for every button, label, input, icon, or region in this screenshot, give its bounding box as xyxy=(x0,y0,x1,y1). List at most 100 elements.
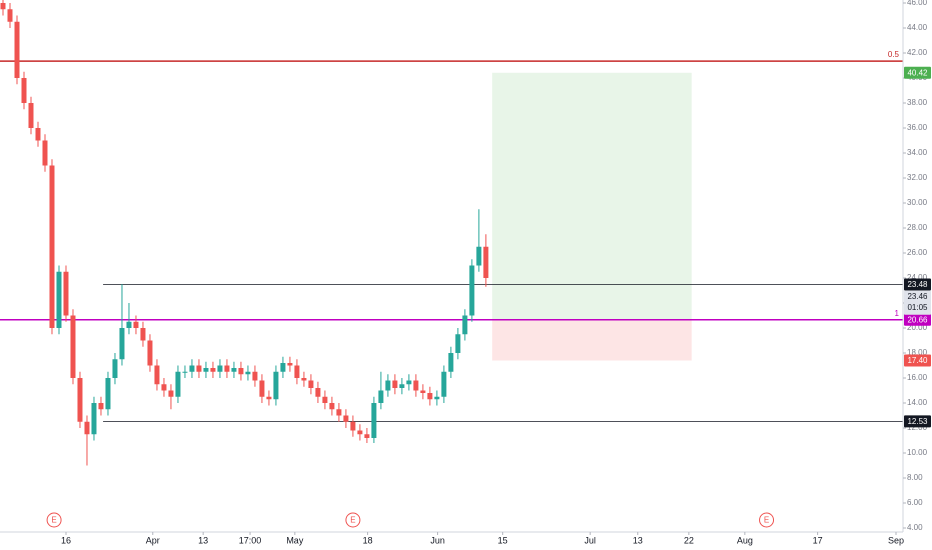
x-tick-label: Jun xyxy=(430,535,445,545)
candle-body xyxy=(455,334,461,353)
candle-body xyxy=(259,380,265,397)
y-tick-label: 24.00 xyxy=(907,273,928,282)
y-tick-label: 32.00 xyxy=(907,173,928,182)
x-tick-label: 17:00 xyxy=(239,535,262,545)
price-label-bg xyxy=(904,313,931,326)
earnings-marker xyxy=(759,512,775,528)
candle-body xyxy=(182,371,188,373)
candle-body xyxy=(42,140,48,166)
candle-body xyxy=(413,380,419,391)
candle-body xyxy=(434,396,440,400)
stop-zone xyxy=(492,319,692,361)
price-label-bg xyxy=(904,415,931,428)
x-tick-label: Jul xyxy=(584,535,596,545)
x-tick-label: 15 xyxy=(498,535,508,545)
candle-body xyxy=(308,380,314,388)
y-tick-label: 8.00 xyxy=(907,473,923,482)
candle-body xyxy=(266,396,272,400)
candle-body xyxy=(427,393,433,400)
y-tick-label: 44.00 xyxy=(907,23,928,32)
y-tick-label: 36.00 xyxy=(907,123,928,132)
price-label: 40.42 xyxy=(907,68,928,77)
x-tick-label: 13 xyxy=(198,535,208,545)
candle-body xyxy=(7,9,13,22)
y-tick-label: 38.00 xyxy=(907,98,928,107)
candle-body xyxy=(203,368,209,372)
candle-body xyxy=(469,265,475,316)
candle-body xyxy=(77,378,83,422)
candle-body xyxy=(329,403,335,410)
earnings-label: E xyxy=(764,516,769,525)
level-label: 0.5 xyxy=(888,50,900,59)
x-tick-label: Sep xyxy=(888,535,904,545)
candle-body xyxy=(140,328,146,341)
x-tick-label: May xyxy=(286,535,304,545)
price-label-bg xyxy=(904,354,931,367)
candle-body xyxy=(476,246,482,266)
candle-body xyxy=(378,390,384,403)
candle-body xyxy=(315,388,321,397)
candle-body xyxy=(14,21,20,78)
candle-body xyxy=(238,368,244,375)
candle-body xyxy=(98,403,104,410)
candle-body xyxy=(175,371,181,397)
candle-body xyxy=(448,353,454,372)
y-tick-label: 26.00 xyxy=(907,248,928,257)
x-tick-label: 18 xyxy=(363,535,373,545)
y-tick-label: 42.00 xyxy=(907,48,928,57)
countdown-label: 01:05 xyxy=(907,303,928,312)
x-tick-label: 17 xyxy=(813,535,823,545)
y-tick-label: 20.00 xyxy=(907,323,928,332)
price-label: 23.48 xyxy=(907,280,928,289)
candle-body xyxy=(322,396,328,403)
candle-body xyxy=(56,271,62,328)
price-label-bg xyxy=(904,278,931,291)
x-tick-label: 13 xyxy=(633,535,643,545)
candle-body xyxy=(280,363,286,372)
candle-body xyxy=(49,165,55,328)
candle-body xyxy=(385,380,391,391)
candle-body xyxy=(357,430,363,435)
candle-body xyxy=(119,328,125,360)
candle-body xyxy=(196,365,202,372)
candle-body xyxy=(84,421,90,435)
candle-body xyxy=(399,384,405,388)
candle-body xyxy=(189,365,195,372)
candle-body xyxy=(35,128,41,141)
y-tick-label: 30.00 xyxy=(907,198,928,207)
candle-body xyxy=(105,378,111,410)
y-tick-label: 6.00 xyxy=(907,498,923,507)
y-tick-label: 14.00 xyxy=(907,398,928,407)
candle-body xyxy=(21,78,27,103)
candle-body xyxy=(252,371,258,381)
candle-body xyxy=(217,365,223,372)
candle-body xyxy=(392,380,398,388)
candle-body xyxy=(133,321,139,328)
y-tick-label: 18.00 xyxy=(907,348,928,357)
y-tick-label: 10.00 xyxy=(907,448,928,457)
y-tick-label: 46.00 xyxy=(907,0,928,7)
candle-body xyxy=(420,390,426,393)
x-tick-label: Aug xyxy=(737,535,753,545)
candle-body xyxy=(224,365,230,372)
candle-body xyxy=(126,321,132,328)
x-tick-label: Apr xyxy=(146,535,160,545)
candle-body xyxy=(301,378,307,381)
price-label-bg xyxy=(904,66,931,79)
candle-body xyxy=(161,384,167,391)
candle-body xyxy=(273,371,279,400)
price-label: 12.53 xyxy=(907,417,928,426)
last-price-bg xyxy=(904,290,931,315)
earnings-marker xyxy=(46,512,62,528)
candle-body xyxy=(336,409,342,416)
candle-body xyxy=(147,340,153,366)
candle-body xyxy=(350,421,356,431)
candle-body xyxy=(483,246,489,278)
price-label: 20.66 xyxy=(907,315,928,324)
y-tick-label: 4.00 xyxy=(907,523,923,532)
candle-body xyxy=(406,380,412,385)
price-label: 17.40 xyxy=(907,356,928,365)
target-zone xyxy=(492,72,692,320)
